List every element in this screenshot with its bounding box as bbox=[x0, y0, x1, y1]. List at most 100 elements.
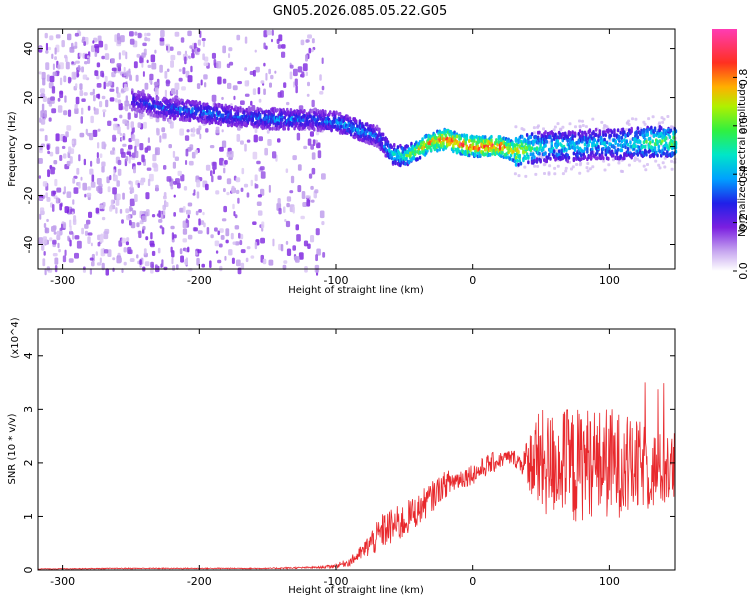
spectrogram-cell bbox=[272, 238, 275, 247]
spectrogram-cell bbox=[76, 167, 80, 175]
spectrogram-cell bbox=[438, 129, 441, 134]
spectrogram-cell bbox=[214, 103, 218, 108]
spectrogram-cell bbox=[40, 93, 46, 97]
snr-x-ticks: -300 -200 -100 0 100 bbox=[50, 329, 620, 588]
spectrogram-cell bbox=[543, 172, 546, 175]
spectrogram-cell bbox=[240, 262, 245, 270]
spectrogram-cell bbox=[646, 128, 649, 132]
spectrogram-cell bbox=[586, 162, 590, 165]
spectrogram-cell bbox=[232, 241, 237, 245]
spectrogram-cell bbox=[260, 80, 265, 84]
spectrogram-cell bbox=[519, 161, 523, 166]
spectrogram-cell bbox=[551, 131, 555, 136]
spectrogram-cell bbox=[662, 151, 665, 156]
spectrogram-cell bbox=[218, 243, 223, 248]
spectrogram-cell bbox=[172, 161, 176, 169]
spectrogram-cell bbox=[300, 39, 305, 46]
spectrogram-cell bbox=[658, 166, 662, 170]
spectrogram-cell bbox=[635, 131, 638, 136]
spectrogram-cell bbox=[159, 135, 162, 143]
spectrogram-cell bbox=[148, 102, 151, 107]
spectrogram-cell bbox=[571, 130, 574, 135]
spectrogram-cell bbox=[469, 147, 472, 152]
spectrogram-cell bbox=[585, 166, 589, 170]
spectrogram-cell bbox=[268, 126, 272, 131]
spectrogram-cell bbox=[163, 195, 167, 200]
spectrogram-cell bbox=[295, 85, 298, 94]
spectrogram-cell bbox=[72, 218, 77, 225]
spectrogram-cell bbox=[233, 95, 236, 100]
spectrogram-cell bbox=[59, 154, 63, 161]
spectrogram-cell bbox=[653, 146, 657, 150]
spectrogram-cell bbox=[126, 70, 131, 77]
spectrogram-cell bbox=[193, 227, 198, 232]
spectrogram-cell bbox=[186, 209, 191, 215]
spectrogram-cell bbox=[39, 207, 45, 215]
spectrogram-cell bbox=[252, 106, 256, 111]
spectrogram-cell bbox=[268, 184, 271, 193]
spectrogram-cell bbox=[256, 160, 261, 165]
spectrogram-cell bbox=[57, 97, 61, 102]
spectrogram-cell bbox=[102, 109, 107, 113]
spectrogram-cell bbox=[217, 175, 222, 180]
spectrogram-cell bbox=[527, 155, 530, 160]
spectrogram-cell bbox=[128, 156, 131, 164]
spectrogram-cell bbox=[39, 128, 45, 132]
spectrogram-cell bbox=[221, 218, 227, 222]
spectrogram-cell bbox=[634, 144, 637, 149]
spectrogram-cell bbox=[110, 58, 115, 64]
spectrogram-cell bbox=[41, 103, 45, 112]
spectrogram-cell bbox=[179, 128, 184, 136]
spectrogram-cell bbox=[256, 119, 259, 124]
spectrogram-cell bbox=[252, 88, 257, 95]
spectrogram-cell bbox=[238, 232, 241, 239]
spectrogram-cell bbox=[193, 115, 197, 120]
spectrogram-cell bbox=[381, 132, 385, 137]
spectrogram-cell bbox=[191, 52, 195, 59]
spectrogram-cell bbox=[66, 160, 71, 167]
spectrogram-cell bbox=[548, 152, 551, 157]
spectrogram-cell bbox=[222, 45, 226, 54]
spectrogram-cell bbox=[104, 75, 108, 83]
spectrogram-cell bbox=[305, 195, 310, 199]
spectrogram-cell bbox=[591, 117, 595, 121]
spectrogram-cell bbox=[113, 123, 118, 131]
spectrogram-cell bbox=[365, 122, 369, 127]
spectrogram-cell bbox=[613, 128, 616, 133]
spectrogram-cell bbox=[68, 258, 74, 263]
spectrogram-cell bbox=[90, 242, 93, 247]
spectrogram-cell bbox=[566, 138, 569, 143]
spectrogram-cell bbox=[530, 156, 534, 161]
spectrogram-cell bbox=[564, 131, 567, 136]
spectrogram-cell bbox=[607, 156, 610, 161]
spectrogram-cell bbox=[211, 52, 216, 59]
spectrogram-cell bbox=[184, 56, 187, 65]
spectrogram-cell bbox=[561, 172, 565, 176]
spectrogram-cell bbox=[125, 155, 129, 162]
spectrogram-cell bbox=[240, 187, 244, 192]
spectrogram-cell bbox=[246, 192, 250, 198]
spectrogram-cell bbox=[119, 208, 123, 214]
spectrogram-cell bbox=[125, 51, 128, 60]
spectrogram-cell bbox=[316, 248, 321, 256]
spectrogram-cell bbox=[206, 227, 210, 235]
spectrogram-cell bbox=[198, 100, 202, 105]
spectrogram-cell bbox=[217, 259, 222, 264]
spectrogram-cell bbox=[603, 124, 606, 128]
spectrogram-cell bbox=[201, 116, 204, 120]
spectrogram-cell bbox=[537, 124, 540, 128]
spectrogram-cell bbox=[103, 81, 106, 90]
spectrogram-cell bbox=[613, 145, 616, 150]
spectrogram-cell bbox=[308, 126, 311, 131]
spectrogram-cell bbox=[329, 110, 332, 115]
spectrogram-cell bbox=[186, 114, 189, 119]
spectrogram-cell bbox=[621, 170, 624, 173]
spectrogram-cell bbox=[540, 155, 544, 159]
spectrogram-cell bbox=[97, 142, 100, 149]
spectrogram-cell bbox=[501, 150, 504, 155]
spectrogram-cell bbox=[55, 133, 60, 142]
spectrogram-cell bbox=[404, 161, 407, 166]
spectrogram-cell bbox=[529, 135, 533, 140]
